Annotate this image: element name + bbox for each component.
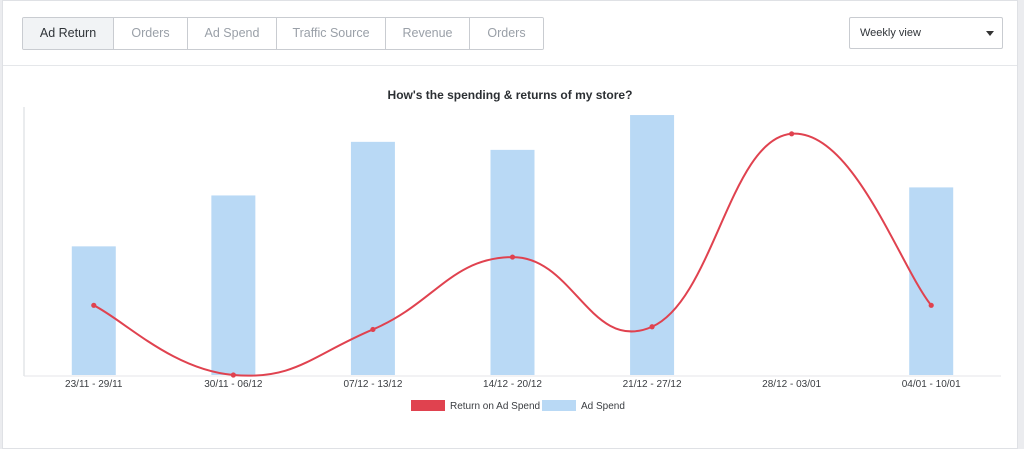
x-tick-label: 07/12 - 13/12 [343, 379, 402, 390]
chevron-down-icon [986, 31, 994, 36]
tab-ad-return[interactable]: Ad Return [23, 18, 113, 49]
return-point [649, 324, 655, 330]
legend-swatch-return [411, 400, 445, 411]
view-select[interactable]: Weekly view [849, 17, 1003, 49]
tab-traffic-source[interactable]: Traffic Source [276, 18, 385, 49]
legend-label-spend: Ad Spend [581, 401, 625, 412]
x-tick-label: 30/11 - 06/12 [204, 379, 263, 390]
return-point [370, 326, 376, 333]
return-point [928, 302, 934, 308]
toolbar: Ad Return Orders Ad Spend Traffic Source… [3, 1, 1017, 66]
legend-label-return: Return on Ad Spend [450, 401, 540, 412]
tab-orders[interactable]: Orders [113, 18, 187, 49]
x-tick-label: 04/01 - 10/01 [902, 379, 961, 390]
return-line [93, 132, 932, 377]
tab-orders-2[interactable]: Orders [469, 18, 543, 49]
chart-title: How's the spending & returns of my store… [387, 88, 633, 102]
bar-ad-spend [490, 149, 535, 375]
metric-tabs: Ad Return Orders Ad Spend Traffic Source… [22, 17, 544, 50]
bar-ad-spend [630, 115, 675, 375]
x-tick-label: 21/12 - 27/12 [623, 379, 682, 390]
return-point [91, 302, 97, 308]
tab-revenue[interactable]: Revenue [385, 18, 469, 49]
bar-ad-spend [350, 141, 395, 375]
tab-ad-spend[interactable]: Ad Spend [187, 18, 276, 49]
bar-ad-spend [71, 246, 116, 375]
view-select-value: Weekly view [860, 27, 921, 39]
return-point [230, 372, 236, 378]
bar-ad-spend [211, 195, 256, 375]
x-tick-label: 28/12 - 03/01 [762, 379, 821, 390]
chart-canvas: 23/11 - 29/11 30/11 - 06/12 07/12 - 13/12 1… [23, 107, 1001, 412]
x-tick-label: 14/12 - 20/12 [483, 379, 542, 390]
x-tick-label: 23/11 - 29/11 [65, 379, 123, 390]
return-point [509, 254, 516, 260]
legend-swatch-spend [542, 400, 576, 411]
return-point [789, 131, 795, 137]
